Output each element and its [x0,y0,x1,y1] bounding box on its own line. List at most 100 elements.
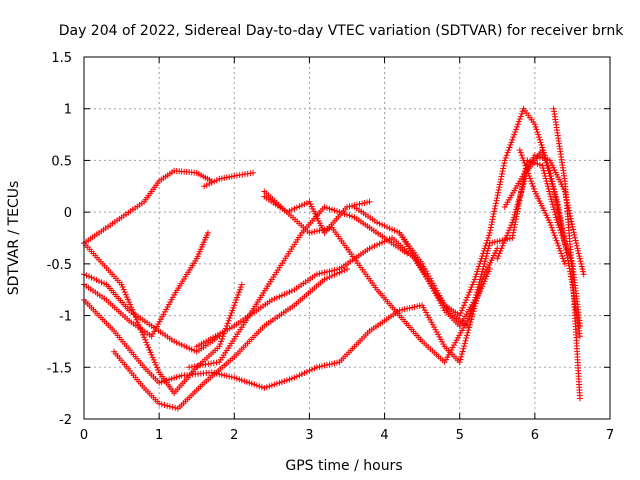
data-point [508,222,515,229]
data-point [303,199,310,206]
data-point [579,266,586,273]
data-point [238,281,245,288]
data-point [326,268,333,275]
data-point [477,276,484,283]
data-point [156,379,163,386]
data-point [494,194,501,201]
data-point [509,232,516,239]
data-point [359,200,366,207]
data-point [462,337,469,344]
data-point [504,149,511,156]
data-point [147,349,154,356]
data-point [456,312,463,319]
data-point [376,220,383,227]
data-point [516,196,523,203]
data-point [549,183,556,190]
data-point [514,201,521,208]
data-point [371,243,378,250]
data-point [414,303,421,310]
data-point [283,377,290,384]
data-point [487,227,494,234]
data-point [494,255,501,262]
data-point [480,263,487,270]
data-point [323,361,330,368]
data-point [361,199,368,206]
data-point [551,232,558,239]
data-point [472,273,479,280]
data-point [551,188,558,195]
data-point [519,154,526,161]
data-point [346,203,353,210]
x-tick-label: 7 [606,428,614,443]
data-point [474,268,481,275]
data-point [492,203,499,210]
y-tick-label: -0.5 [47,258,72,273]
data-point [529,180,536,187]
data-point [374,241,381,248]
data-point [364,199,371,206]
data-point [477,273,484,280]
data-point [499,242,506,249]
data-point [161,401,168,408]
grid [84,57,610,419]
data-point [519,185,526,192]
data-point [301,201,308,208]
data-point [204,229,211,236]
data-point [164,402,171,409]
data-point [536,161,543,168]
data-point [532,123,539,130]
data-point [568,218,575,225]
series-arc-1 [81,167,215,247]
data-point [172,404,179,411]
data-point [308,366,315,373]
data-point [461,302,468,309]
data-point [96,278,103,285]
data-point [473,291,480,298]
data-point [462,299,469,306]
data-point [471,305,478,312]
data-point [503,232,510,239]
data-point [512,128,519,135]
data-point [556,245,563,252]
data-point [308,229,315,236]
data-point [531,121,538,128]
data-point [457,356,464,363]
data-point [281,291,288,298]
data-point [496,184,503,191]
data-point [171,374,178,381]
data-point [487,224,494,231]
data-point [512,209,519,216]
data-point [333,359,340,366]
data-point [131,311,138,318]
data-point [469,313,476,320]
data-point [273,380,280,387]
data-point [501,237,508,244]
x-tick-label: 2 [230,428,238,443]
data-point [471,303,478,310]
data-point [570,226,577,233]
data-point [132,314,139,321]
data-point [219,335,226,342]
data-point [217,341,224,348]
data-point [498,245,505,252]
series-arc-9 [193,235,471,350]
data-point [470,278,477,285]
data-point [560,258,567,265]
data-point [130,309,137,316]
data-point [409,304,416,311]
data-point [251,381,258,388]
data-point [469,311,476,318]
data-point [233,375,240,382]
x-axis-label: GPS time / hours [285,458,402,474]
y-tick-label: -2 [59,413,72,428]
data-point [519,183,526,190]
data-point [276,293,283,300]
data-point [515,118,522,125]
data-point [323,275,330,282]
data-point [148,351,155,358]
data-point [118,281,125,288]
data-point [497,178,504,185]
data-point [283,209,290,216]
data-point [548,196,555,203]
data-point [223,174,230,181]
